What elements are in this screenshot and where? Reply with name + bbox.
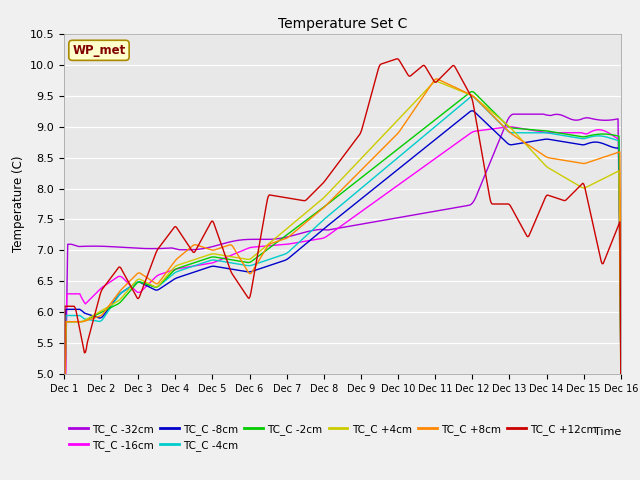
TC_C +8cm [433,76,440,82]
TC_C +12cm [480,163,488,168]
TC_C -4cm [312,224,320,229]
TC_C -16cm [204,261,211,267]
TC_C -16cm [432,155,440,161]
TC_C +8cm [432,76,440,82]
Text: WP_met: WP_met [72,44,125,57]
TC_C -16cm [312,237,320,242]
TC_C -4cm [432,123,440,129]
TC_C +12cm [60,429,68,435]
TC_C -16cm [617,318,625,324]
Text: Time: Time [593,427,621,437]
TC_C +4cm [312,202,320,207]
TC_C -2cm [480,99,488,105]
TC_C +4cm [480,103,488,108]
TC_C +8cm [617,282,625,288]
TC_C -32cm [510,111,518,117]
TC_C -2cm [617,353,625,359]
TC_C -8cm [60,456,68,462]
TC_C -16cm [506,124,513,130]
TC_C +4cm [60,464,68,469]
TC_C +8cm [388,136,396,142]
TC_C -32cm [617,328,625,334]
TC_C +12cm [388,58,396,63]
TC_C -32cm [60,461,68,467]
TC_C +4cm [204,252,211,258]
TC_C +12cm [159,240,166,246]
TC_C -4cm [204,259,211,264]
Title: Temperature Set C: Temperature Set C [278,17,407,31]
TC_C -2cm [468,89,476,95]
TC_C +4cm [388,123,396,129]
TC_C -2cm [388,151,396,156]
Y-axis label: Temperature (C): Temperature (C) [13,156,26,252]
TC_C -32cm [159,246,166,252]
TC_C -4cm [388,160,396,166]
TC_C -32cm [479,176,487,182]
TC_C -4cm [60,460,68,466]
TC_C -8cm [388,171,396,177]
TC_C +4cm [159,278,166,284]
TC_C +8cm [204,246,211,252]
TC_C +4cm [432,79,440,84]
TC_C -8cm [468,108,476,114]
TC_C -8cm [480,118,488,124]
TC_C -2cm [60,464,68,469]
TC_C -16cm [388,187,396,192]
Legend: TC_C -32cm, TC_C -16cm, TC_C -8cm, TC_C -4cm, TC_C -2cm, TC_C +4cm, TC_C +8cm, T: TC_C -32cm, TC_C -16cm, TC_C -8cm, TC_C … [69,424,596,451]
Line: TC_C +8cm: TC_C +8cm [64,79,621,480]
TC_C -2cm [159,279,166,285]
TC_C +8cm [480,104,488,110]
TC_C -8cm [312,232,320,238]
Line: TC_C -2cm: TC_C -2cm [64,92,621,467]
Line: TC_C -16cm: TC_C -16cm [64,127,621,480]
Line: TC_C +4cm: TC_C +4cm [64,82,621,467]
TC_C -32cm [204,245,211,251]
TC_C -2cm [204,255,211,261]
TC_C +12cm [617,372,625,378]
TC_C -8cm [432,136,440,142]
TC_C +8cm [312,211,320,217]
TC_C +12cm [433,79,440,84]
TC_C -16cm [479,127,487,133]
TC_C -4cm [617,356,625,361]
TC_C +4cm [617,373,625,379]
TC_C +8cm [159,275,166,280]
Line: TC_C +12cm: TC_C +12cm [64,59,621,432]
Line: TC_C -32cm: TC_C -32cm [64,114,621,464]
TC_C -4cm [480,105,488,110]
TC_C -4cm [159,280,166,286]
TC_C -32cm [312,227,320,233]
TC_C -2cm [312,210,320,216]
TC_C -8cm [204,265,211,271]
TC_C -16cm [159,271,166,276]
TC_C +12cm [393,56,401,62]
TC_C +12cm [312,187,320,193]
TC_C +12cm [204,227,211,232]
TC_C +4cm [433,79,440,84]
Line: TC_C -8cm: TC_C -8cm [64,111,621,459]
TC_C -4cm [468,94,476,99]
TC_C -2cm [432,116,440,122]
TC_C -8cm [159,284,166,290]
TC_C -32cm [432,208,440,214]
Line: TC_C -4cm: TC_C -4cm [64,96,621,463]
TC_C -32cm [388,216,396,222]
TC_C -8cm [617,360,625,365]
